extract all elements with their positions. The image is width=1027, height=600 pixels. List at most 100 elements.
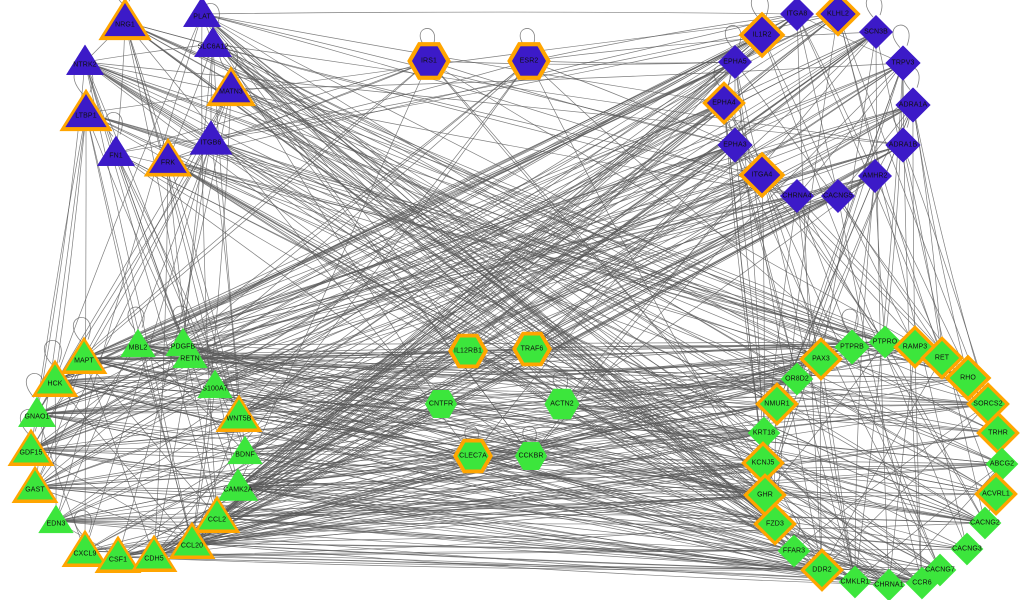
node-shape-diamond[interactable]	[820, 178, 856, 214]
node-shape-triangle[interactable]	[98, 539, 138, 570]
node-shape-diamond[interactable]	[978, 476, 1014, 512]
node-matn3[interactable]	[206, 66, 256, 107]
node-ltbp1[interactable]	[59, 88, 113, 132]
node-shape-triangle[interactable]	[227, 435, 263, 465]
node-fn1[interactable]	[96, 135, 136, 166]
node-fzd3[interactable]	[753, 502, 797, 546]
node-shape-triangle[interactable]	[182, 0, 222, 27]
node-cacng2[interactable]	[968, 506, 1002, 540]
node-acvrl1[interactable]	[974, 472, 1018, 516]
node-shape-triangle[interactable]	[210, 70, 252, 103]
node-esr2[interactable]	[507, 42, 551, 80]
node-shape-triangle[interactable]	[172, 339, 208, 369]
node-shape-diamond[interactable]	[905, 566, 939, 600]
node-shape-diamond[interactable]	[885, 45, 921, 81]
node-kcnj5[interactable]	[741, 441, 785, 485]
node-slc6a12[interactable]	[193, 26, 233, 57]
node-shape-diamond[interactable]	[834, 329, 870, 365]
node-chrna1[interactable]	[872, 568, 906, 600]
node-cacng3[interactable]	[950, 532, 984, 566]
node-itga8[interactable]	[779, 0, 815, 32]
node-clec7a[interactable]	[453, 438, 493, 474]
node-shape-triangle[interactable]	[189, 120, 233, 155]
node-il12rb1[interactable]	[448, 333, 488, 369]
node-gast[interactable]	[11, 465, 59, 503]
node-shape-diamond[interactable]	[872, 568, 906, 600]
node-amhr2[interactable]	[857, 158, 893, 194]
node-ccl2[interactable]	[193, 495, 241, 533]
node-gnao1[interactable]	[17, 396, 57, 427]
node-edn3[interactable]	[38, 504, 74, 534]
node-shape-diamond[interactable]	[779, 0, 815, 32]
node-cntfr[interactable]	[424, 390, 458, 418]
node-shape-triangle[interactable]	[134, 538, 174, 569]
node-shape-triangle[interactable]	[15, 469, 55, 500]
node-scn3b[interactable]	[858, 14, 894, 50]
node-cckbr[interactable]	[514, 442, 548, 470]
node-shape-diamond[interactable]	[717, 127, 753, 163]
node-shape-diamond[interactable]	[868, 325, 902, 359]
node-retn[interactable]	[172, 339, 208, 369]
node-mbl2[interactable]	[120, 328, 156, 358]
node-shape-triangle[interactable]	[64, 340, 104, 371]
node-shape-triangle[interactable]	[172, 525, 212, 556]
node-ccr6[interactable]	[905, 566, 939, 600]
node-ccl20[interactable]	[168, 521, 216, 559]
node-shape-triangle[interactable]	[197, 499, 237, 530]
node-actn2[interactable]	[544, 388, 580, 420]
node-shape-hexagon[interactable]	[511, 45, 547, 77]
node-or8d2[interactable]	[780, 362, 814, 396]
node-ptpro[interactable]	[868, 325, 902, 359]
node-shape-diamond[interactable]	[885, 127, 921, 163]
node-irs1[interactable]	[407, 42, 451, 80]
node-pax3[interactable]	[799, 337, 843, 381]
node-shape-diamond[interactable]	[743, 16, 781, 54]
node-shape-diamond[interactable]	[985, 447, 1019, 481]
node-adra1a[interactable]	[895, 87, 931, 123]
node-shape-triangle[interactable]	[193, 26, 233, 57]
node-bdnf[interactable]	[227, 435, 263, 465]
node-trpv3[interactable]	[885, 45, 921, 81]
node-cxcl9[interactable]	[61, 529, 109, 567]
node-epha5[interactable]	[717, 44, 753, 80]
node-plat[interactable]	[182, 0, 222, 27]
node-ntrk2[interactable]	[65, 44, 105, 75]
node-shape-diamond[interactable]	[777, 534, 811, 568]
node-shape-triangle[interactable]	[17, 396, 57, 427]
node-ret[interactable]	[920, 336, 964, 380]
node-shape-hexagon[interactable]	[544, 388, 580, 420]
node-shape-hexagon[interactable]	[456, 442, 490, 470]
node-s100a7[interactable]	[197, 369, 233, 399]
node-cacng5[interactable]	[820, 178, 856, 214]
node-il1r2[interactable]	[738, 11, 786, 59]
node-trhr[interactable]	[976, 411, 1020, 455]
node-camk2a[interactable]	[217, 468, 259, 501]
node-shape-diamond[interactable]	[706, 85, 742, 121]
node-shape-diamond[interactable]	[759, 386, 795, 422]
node-shape-hexagon[interactable]	[451, 337, 485, 365]
node-shape-diamond[interactable]	[803, 341, 839, 377]
node-shape-triangle[interactable]	[217, 468, 259, 501]
node-chrna4[interactable]	[779, 178, 815, 214]
node-shape-diamond[interactable]	[743, 156, 781, 194]
node-shape-hexagon[interactable]	[514, 442, 548, 470]
node-shape-triangle[interactable]	[197, 369, 233, 399]
node-shape-triangle[interactable]	[65, 533, 105, 564]
node-shape-triangle[interactable]	[35, 363, 75, 394]
node-shape-triangle[interactable]	[64, 93, 108, 128]
node-shape-diamond[interactable]	[895, 87, 931, 123]
node-shape-triangle[interactable]	[65, 44, 105, 75]
node-traf6[interactable]	[512, 331, 552, 367]
node-shape-diamond[interactable]	[924, 340, 960, 376]
node-ptprb[interactable]	[834, 329, 870, 365]
node-nrg1[interactable]	[98, 0, 152, 41]
node-shape-diamond[interactable]	[950, 532, 984, 566]
node-shape-diamond[interactable]	[804, 552, 840, 588]
node-shape-diamond[interactable]	[779, 178, 815, 214]
node-mapt[interactable]	[60, 336, 108, 374]
node-shape-triangle[interactable]	[148, 141, 188, 174]
node-cdh5[interactable]	[130, 534, 178, 572]
node-shape-diamond[interactable]	[780, 362, 814, 396]
node-cmklr1[interactable]	[838, 565, 872, 599]
node-shape-hexagon[interactable]	[411, 45, 447, 77]
